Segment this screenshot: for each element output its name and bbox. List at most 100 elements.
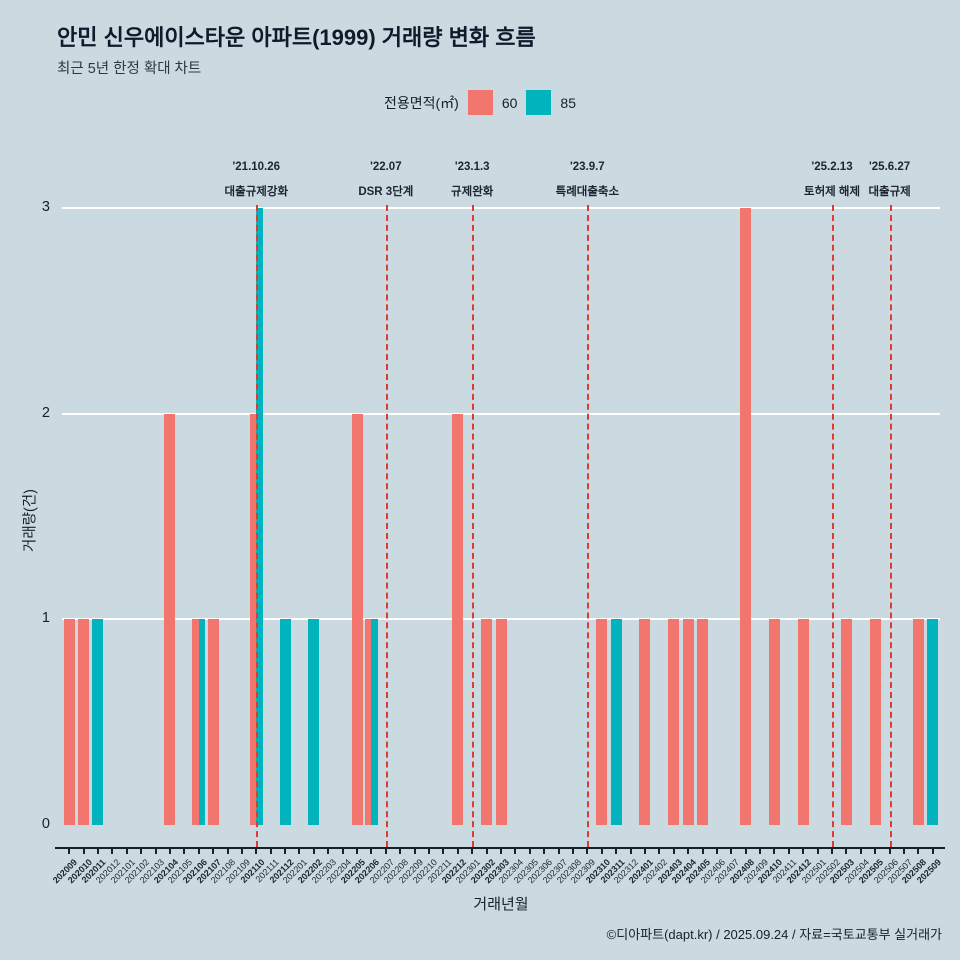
x-tick	[600, 849, 603, 854]
event-label-202502: 토허제 해제	[803, 186, 861, 198]
gridline-y1	[62, 618, 940, 621]
bar-202405-60	[697, 619, 708, 825]
x-tick	[874, 849, 877, 854]
x-tick	[543, 849, 546, 854]
event-date-202309: '23.9.7	[570, 161, 605, 173]
x-tick	[730, 849, 733, 854]
x-tick	[442, 849, 445, 854]
x-tick	[341, 849, 344, 854]
x-tick	[672, 849, 675, 854]
x-tick	[183, 849, 186, 854]
event-date-202110: '21.10.26	[232, 161, 281, 173]
x-tick	[125, 849, 128, 854]
x-tick	[831, 849, 834, 854]
x-tick	[643, 849, 646, 854]
bar-202408-60	[740, 208, 752, 825]
x-tick	[298, 849, 301, 854]
y-tick-label-1: 1	[41, 610, 50, 627]
event-label-202506: 대출규제	[868, 186, 911, 198]
bar-202509-85	[927, 619, 939, 825]
bar-202110-60	[249, 413, 257, 825]
bar-202212-60	[452, 413, 464, 825]
y-axis-title: 거래량(건)	[22, 488, 39, 553]
chart-subtitle: 최근 5년 한정 확대 차트	[57, 61, 202, 77]
bar-202310-60	[596, 619, 608, 825]
x-tick	[888, 849, 891, 854]
x-tick	[212, 849, 215, 854]
event-line-202502	[832, 205, 835, 847]
bar-202110-85	[256, 208, 263, 825]
x-tick	[485, 849, 488, 854]
bar-202503-60	[840, 619, 852, 825]
x-tick	[284, 849, 287, 854]
legend-item-label-60: 60	[501, 94, 518, 111]
event-date-202301: '23.1.3	[454, 161, 490, 173]
bar-202106-85	[198, 619, 206, 825]
bar-202404-60	[682, 619, 694, 825]
event-line-202506	[889, 205, 892, 847]
bar-202508-60	[912, 619, 924, 825]
x-axis-line	[55, 847, 945, 849]
y-tick-label-3: 3	[41, 199, 50, 215]
bar-202302-60	[481, 619, 493, 825]
y-tick-label-2: 2	[41, 404, 50, 421]
x-tick	[557, 849, 560, 854]
event-label-202301: 규제완화	[451, 186, 494, 198]
x-tick	[140, 849, 143, 854]
x-tick	[859, 849, 862, 854]
x-tick	[715, 849, 718, 854]
x-tick	[269, 849, 272, 854]
gridline-y2	[62, 412, 940, 415]
event-date-202506: '25.6.27	[869, 161, 911, 173]
x-tick	[759, 849, 762, 854]
x-tick	[356, 849, 359, 854]
bar-202106-60	[192, 619, 199, 825]
event-label-202110: 대출규제강화	[224, 186, 289, 198]
bar-202311-85	[610, 619, 622, 825]
legend-swatch-85	[526, 90, 552, 115]
bar-202104-60	[164, 413, 176, 825]
event-date-202502: '25.2.13	[811, 161, 853, 173]
plot-area	[62, 207, 940, 825]
bar-202010-60	[78, 619, 90, 825]
x-tick	[154, 849, 157, 854]
x-tick	[240, 849, 243, 854]
x-tick	[168, 849, 171, 854]
event-annotation-layer: '21.10.26 대출규제강화 '22.07 DSR 3단계 '23.1.3 규제완화 '…	[62, 0, 940, 205]
event-label-202207: DSR 3단계	[358, 186, 414, 198]
x-tick	[428, 849, 431, 854]
x-tick	[816, 849, 819, 854]
x-tick	[255, 849, 258, 854]
event-label-202309: 특례대출축소	[555, 186, 620, 198]
event-line-202301	[472, 205, 475, 847]
x-tick	[744, 849, 747, 854]
x-tick	[917, 849, 920, 854]
x-tick	[586, 849, 589, 854]
x-tick	[96, 849, 99, 854]
bar-202403-60	[668, 619, 680, 825]
bar-202009-60	[63, 619, 75, 825]
bar-202401-60	[639, 619, 651, 825]
x-axis-title: 거래년월	[473, 896, 529, 913]
bar-202112-85	[279, 619, 291, 825]
legend: 전용면적(㎡) 60 85	[0, 90, 960, 115]
x-tick	[399, 849, 402, 854]
x-tick	[82, 849, 85, 854]
x-tick	[787, 849, 790, 854]
bar-202206-85	[371, 619, 378, 825]
x-tick	[471, 849, 474, 854]
x-tick	[773, 849, 776, 854]
bar-202412-60	[797, 619, 809, 825]
legend-swatch-60	[467, 90, 493, 115]
gridline-y3	[62, 207, 940, 209]
footer-credit: ©디아파트(dapt.kr) / 2025.09.24 / 자료=국토교통부 실…	[606, 927, 942, 942]
x-tick	[701, 849, 704, 854]
bar-202205-60	[351, 413, 363, 825]
event-date-202207: '22.07	[370, 161, 402, 173]
x-tick	[384, 849, 387, 854]
chart-title: 안민 신우에이스타운 아파트(1999) 거래량 변화 흐름	[57, 25, 536, 50]
x-tick	[197, 849, 200, 854]
event-line-202309	[587, 205, 590, 847]
x-tick	[327, 849, 330, 854]
event-line-202110	[256, 205, 259, 847]
